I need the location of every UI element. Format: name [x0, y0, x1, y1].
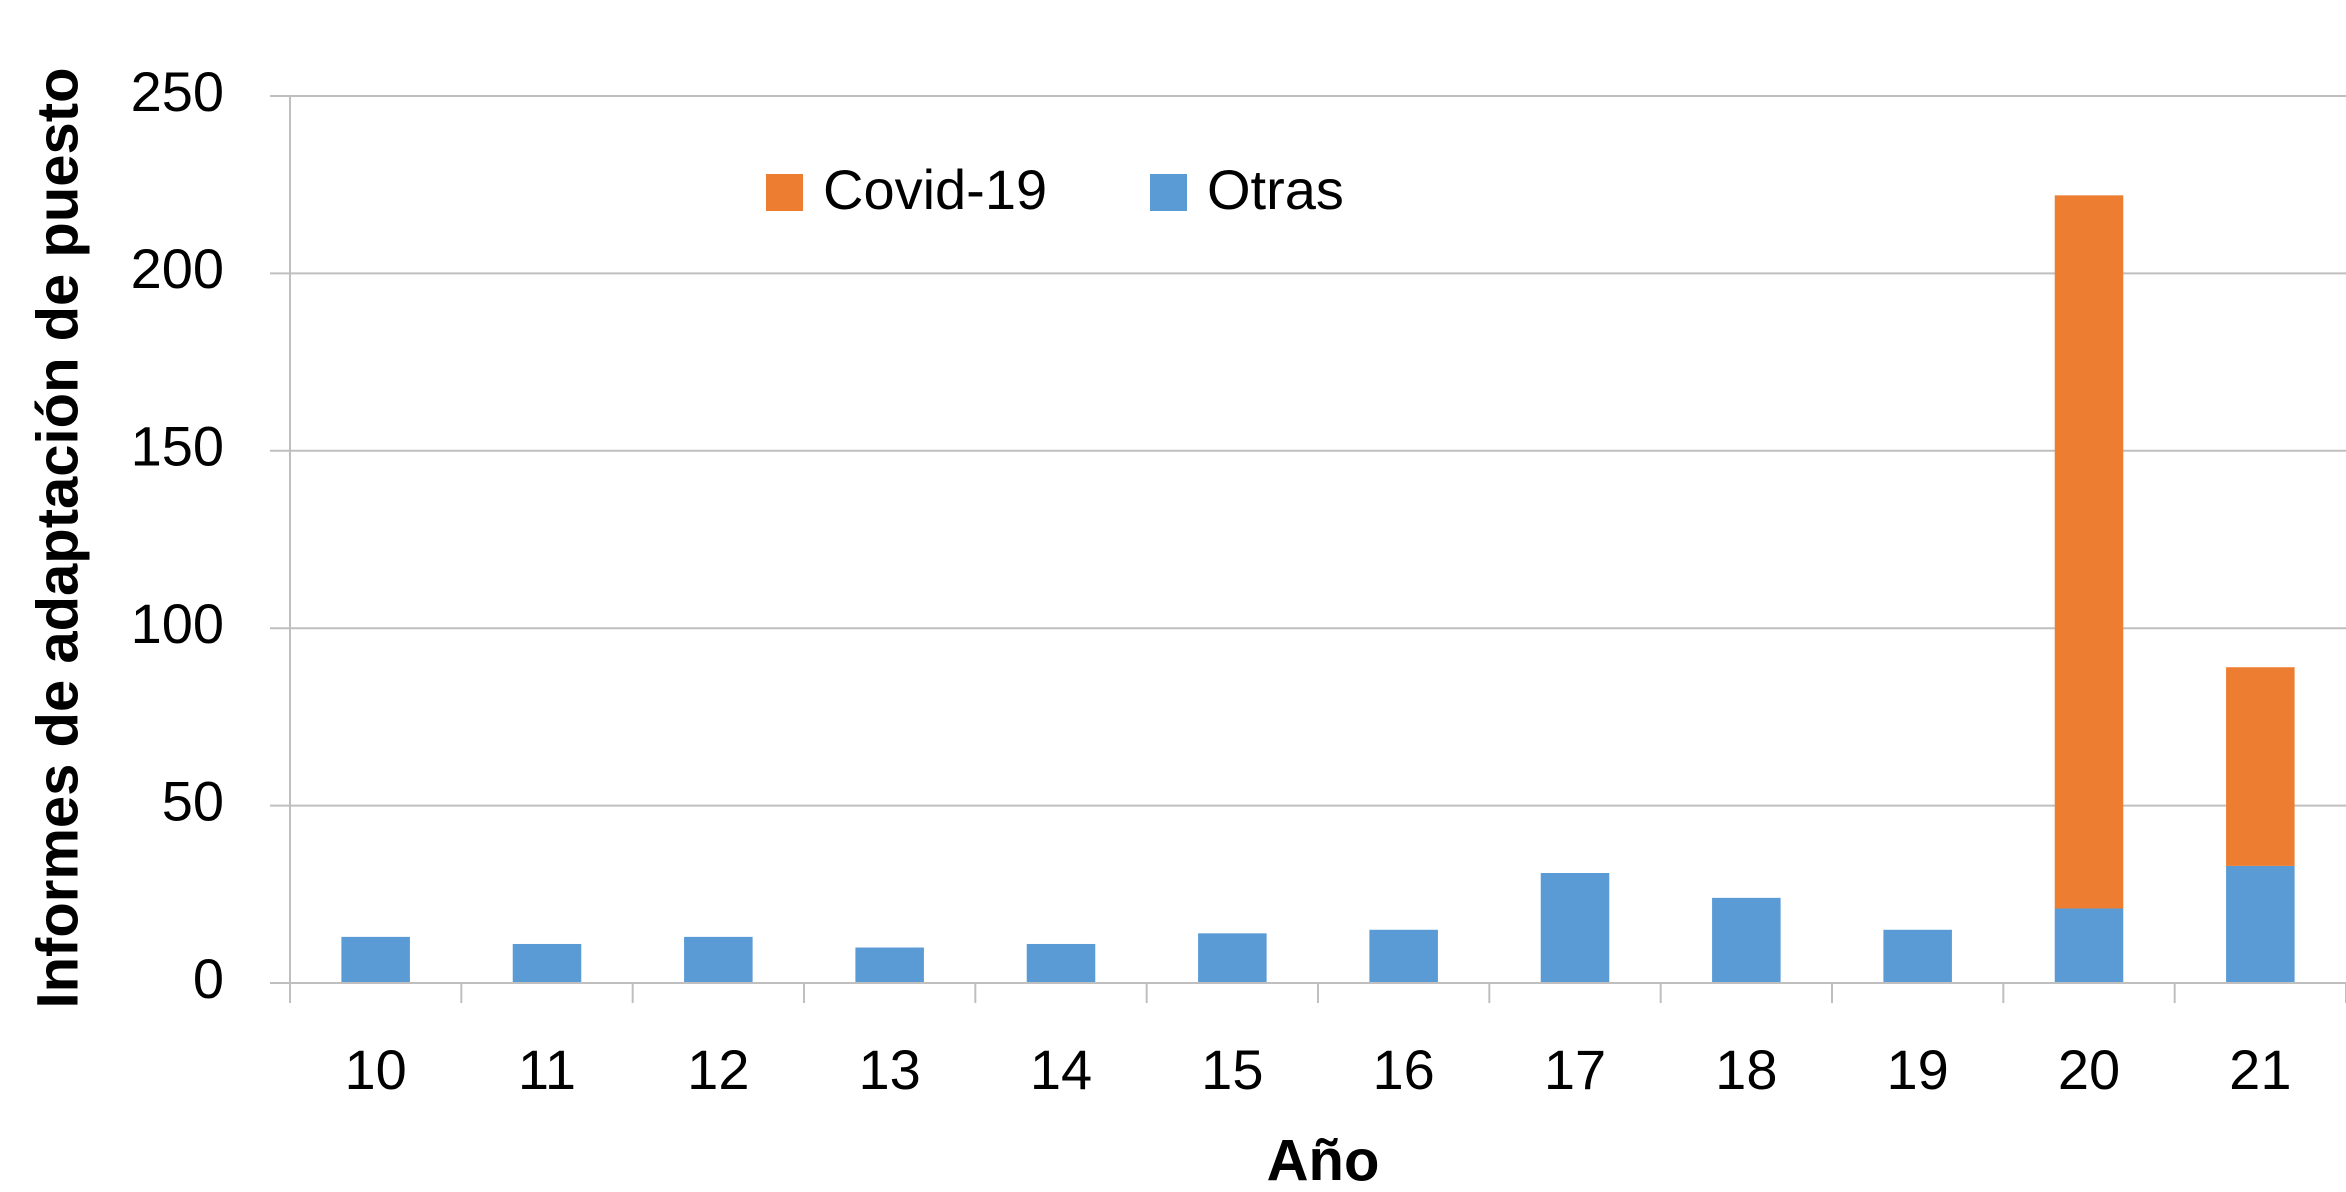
y-tick-label: 100 — [131, 592, 224, 655]
y-tick-label: 200 — [131, 237, 224, 300]
x-tick-label: 17 — [1544, 1038, 1606, 1101]
y-tick-label: 50 — [162, 769, 224, 832]
x-tick-label: 20 — [2058, 1038, 2120, 1101]
x-axis-label: Año — [1267, 1128, 1380, 1192]
bar-segment — [341, 936, 410, 983]
legend-swatch — [766, 174, 803, 211]
y-tick-label: 0 — [193, 947, 224, 1010]
x-tick-label: 11 — [518, 1038, 576, 1101]
bar-segment — [1369, 929, 1438, 983]
x-tick-label: 14 — [1030, 1038, 1092, 1101]
y-axis-label: Informes de adaptación de puesto — [25, 67, 90, 1008]
y-tick-label: 150 — [131, 415, 224, 478]
x-tick-label: 16 — [1373, 1038, 1435, 1101]
bar-segment — [2054, 908, 2124, 983]
legend-swatch — [1150, 174, 1187, 211]
bar-segment — [684, 936, 753, 983]
bar-segment — [2054, 195, 2124, 909]
bar-segment — [1883, 929, 1952, 983]
x-tick-label: 18 — [1715, 1038, 1777, 1101]
bar-segment — [1198, 933, 1267, 983]
bar-segment — [2226, 865, 2295, 983]
legend-label: Otras — [1207, 158, 1344, 221]
bar-segment — [2226, 667, 2295, 866]
x-tick-label: 21 — [2229, 1038, 2291, 1101]
bar-segment — [855, 947, 924, 983]
bar-segment — [1026, 943, 1096, 983]
y-tick-label: 250 — [131, 60, 224, 123]
legend-label: Covid-19 — [823, 158, 1047, 221]
bar-segment — [512, 943, 582, 983]
x-tick-label: 19 — [1887, 1038, 1949, 1101]
bar-segment — [1540, 873, 1610, 983]
x-tick-label: 15 — [1201, 1038, 1263, 1101]
bar-segment — [1712, 897, 1781, 983]
x-tick-label: 10 — [345, 1038, 407, 1101]
x-tick-label: 12 — [687, 1038, 749, 1101]
x-tick-label: 13 — [859, 1038, 921, 1101]
